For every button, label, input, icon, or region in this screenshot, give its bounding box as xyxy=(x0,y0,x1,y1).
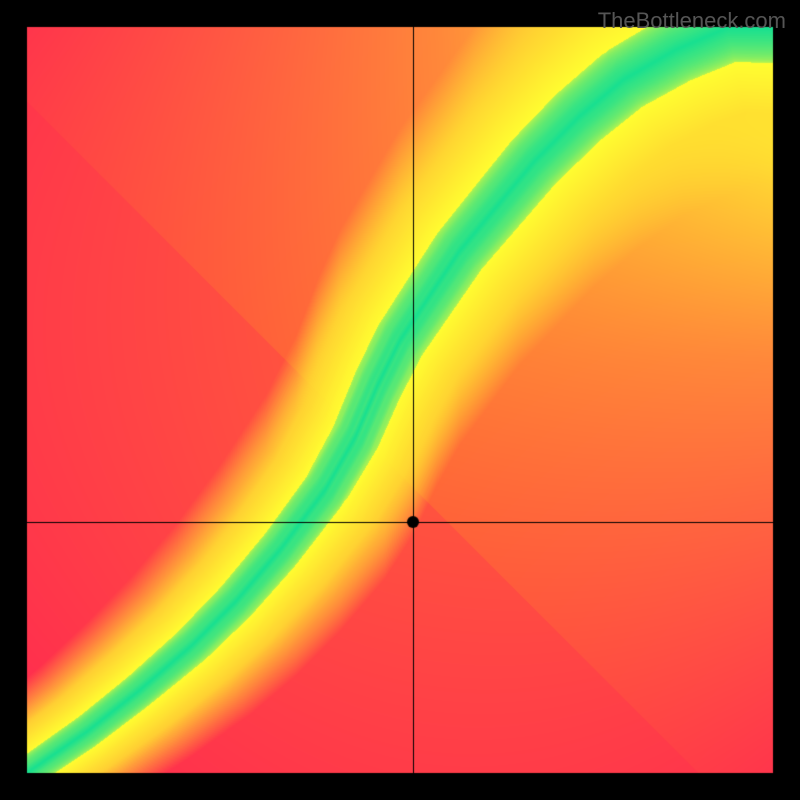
bottleneck-heatmap-canvas xyxy=(0,0,800,800)
bottleneck-heatmap-container: TheBottleneck.com xyxy=(0,0,800,800)
watermark-text: TheBottleneck.com xyxy=(598,8,786,34)
